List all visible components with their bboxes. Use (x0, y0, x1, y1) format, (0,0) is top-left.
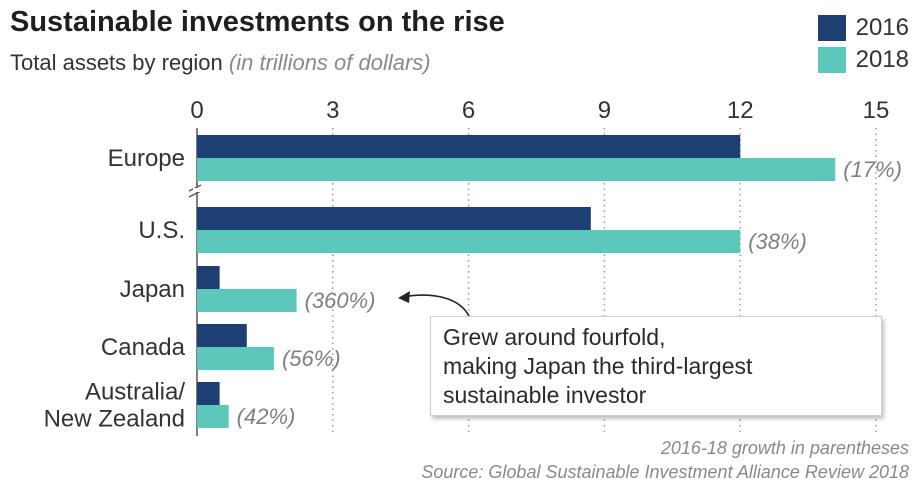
x-tick-label-12: 12 (727, 97, 754, 124)
chart-subtitle: Total assets by region (in trillions of … (10, 50, 431, 76)
growth-label-canada: (56%) (282, 346, 341, 371)
x-tick-label-0: 0 (190, 97, 203, 124)
legend-label-2016: 2016 (855, 14, 909, 41)
growth-label-europe: (17%) (843, 157, 902, 182)
legend-item-2018: 2018 (817, 46, 909, 74)
x-tick-label-6: 6 (462, 97, 475, 124)
subtitle-note: (in trillions of dollars) (228, 50, 431, 75)
category-label-australia-new-zealand-line-2: New Zealand (44, 406, 185, 433)
callout-arrow-line (401, 294, 471, 319)
x-tick-label-3: 3 (326, 97, 339, 124)
bar-japan-2018 (197, 289, 297, 312)
legend-label-2018: 2018 (855, 46, 909, 73)
bar-u-s-2016 (197, 207, 591, 230)
legend: 2016 2018 (817, 14, 909, 78)
bar-australia-new-zealand-2018 (197, 405, 229, 428)
callout-line-1: Grew around fourfold, (443, 324, 666, 350)
growth-label-japan: (360%) (305, 288, 376, 313)
callout-line-3: sustainable investor (443, 382, 647, 408)
bar-u-s-2018 (197, 230, 741, 253)
growth-label-australia-new-zealand: (42%) (237, 404, 296, 429)
category-label-europe: Europe (108, 145, 185, 172)
callout-line-2: making Japan the third-largest (443, 353, 753, 379)
x-tick-label-9: 9 (598, 97, 611, 124)
x-tick-label-15: 15 (863, 97, 890, 124)
growth-label-u-s: (38%) (748, 229, 807, 254)
category-label-canada: Canada (101, 334, 186, 361)
bar-canada-2016 (197, 324, 247, 347)
legend-item-2016: 2016 (817, 14, 909, 42)
category-label-u-s: U.S. (138, 217, 185, 244)
bar-japan-2016 (197, 266, 220, 289)
callout-arrow-head (398, 291, 410, 303)
subtitle-main: Total assets by region (10, 50, 223, 75)
axis-break-gap (193, 188, 201, 192)
bar-europe-2018 (197, 158, 836, 181)
category-label-japan: Japan (120, 276, 185, 303)
legend-swatch-2018 (817, 47, 846, 73)
bar-europe-2016 (197, 135, 741, 158)
legend-swatch-2016 (817, 15, 846, 41)
category-label-australia-new-zealand-line-1: Australia/ (85, 379, 185, 406)
source-footnote: Source: Global Sustainable Investment Al… (421, 462, 909, 482)
chart-title: Sustainable investments on the rise (10, 6, 505, 38)
growth-footnote: 2016-18 growth in parentheses (660, 438, 909, 458)
bar-canada-2018 (197, 347, 274, 370)
bar-australia-new-zealand-2016 (197, 382, 220, 405)
japan-callout: Grew around fourfold, making Japan the t… (430, 316, 882, 416)
